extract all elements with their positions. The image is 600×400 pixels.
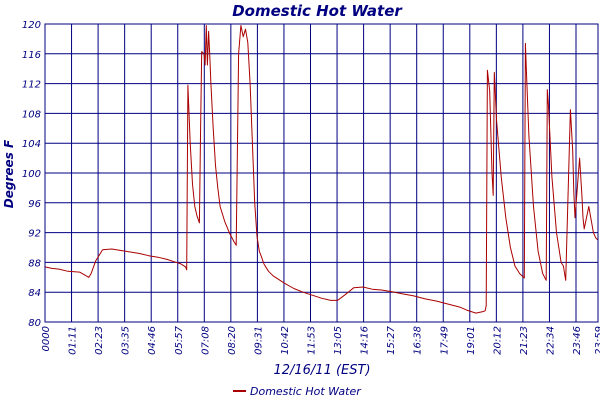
plot-frame (44, 23, 599, 323)
x-tick-labels: 0000 01:11 02:23 03:35 04:46 05:57 07:08 08:20 0… (41, 325, 600, 354)
y-tick-label: 116 (22, 50, 41, 61)
x-tick-label: 02:23 (94, 326, 105, 355)
x-tick-label: 10:42 (280, 326, 291, 355)
x-tick-label: 23:59 (594, 326, 600, 355)
x-tick-label: 01:11 (68, 326, 79, 355)
y-tick-label: 80 (28, 318, 41, 329)
x-tick-label: 17:49 (439, 326, 450, 355)
x-tick-label: 11:53 (307, 326, 318, 355)
y-tick-label: 108 (22, 109, 41, 120)
x-tick-label: 16:38 (413, 326, 424, 355)
y-tick-label: 100 (22, 169, 41, 180)
y-tick-label: 84 (28, 288, 41, 299)
x-tick-label: 23:46 (572, 326, 583, 355)
y-tick-label: 88 (28, 258, 41, 269)
y-tick-label: 120 (22, 20, 41, 31)
y-tick-label: 92 (28, 229, 41, 240)
x-tick-label: 14:16 (360, 326, 371, 355)
x-tick-label: 22:34 (545, 326, 556, 355)
y-tick-label: 112 (22, 80, 41, 91)
x-tick-label: 08:20 (227, 326, 238, 355)
x-tick-label: 0000 (41, 326, 52, 351)
x-tick-label: 19:01 (466, 326, 477, 355)
grid (45, 23, 598, 323)
x-tick-label: 04:46 (147, 326, 158, 355)
x-tick-label: 03:35 (121, 326, 132, 355)
x-tick-label: 09:31 (253, 326, 264, 355)
legend-label: Domestic Hot Water (250, 385, 362, 398)
y-tick-label: 96 (28, 199, 41, 210)
y-tick-label: 104 (22, 139, 41, 150)
x-tick-label: 13:05 (333, 326, 344, 355)
x-axis-label: 12/16/11 (EST) (273, 363, 370, 378)
x-tick-label: 05:57 (174, 325, 185, 354)
x-tick-label: 20:12 (492, 326, 503, 355)
legend: Domestic Hot Water (233, 385, 362, 398)
chart-title: Domestic Hot Water (232, 2, 403, 20)
y-tick-labels: 80 84 88 92 96 100 104 108 112 116 120 (22, 20, 41, 329)
x-tick-label: 21:23 (519, 326, 530, 355)
x-tick-label: 15:27 (386, 325, 397, 354)
series-line-domestic-hot-water (44, 25, 599, 314)
series-layer (44, 25, 599, 314)
y-axis-label: Degrees F (2, 139, 16, 208)
x-tick-label: 07:08 (200, 326, 211, 355)
